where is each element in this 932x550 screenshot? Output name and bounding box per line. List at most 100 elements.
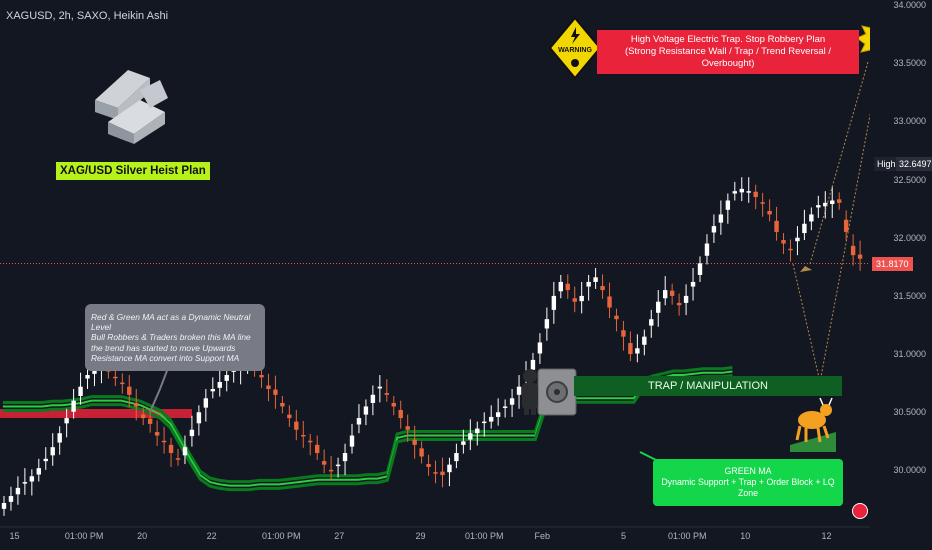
green-ma-line <box>2 374 733 492</box>
candle <box>495 398 501 426</box>
candle <box>579 281 584 314</box>
candle <box>273 375 278 409</box>
candle <box>704 234 710 265</box>
candle <box>280 395 285 414</box>
us-flag-icon[interactable] <box>852 503 868 519</box>
candle <box>725 193 731 224</box>
green-ma-line: Dynamic Support + Trap + Order Block + L… <box>661 477 835 498</box>
price-tick-label: 34.0000 <box>893 0 926 10</box>
candle <box>850 234 856 266</box>
candle <box>287 405 292 427</box>
candle <box>781 233 786 255</box>
resistance-note-line: High Voltage Electric Trap. Stop Robbery… <box>630 34 826 45</box>
projection-path-2 <box>809 61 869 265</box>
price-tick-label: 30.5000 <box>893 407 926 418</box>
candle <box>454 443 459 469</box>
candle <box>551 281 557 324</box>
candle <box>760 192 765 217</box>
candle <box>509 389 515 417</box>
candle <box>405 414 410 442</box>
time-tick-label: 10 <box>740 531 751 541</box>
candle <box>57 426 62 455</box>
candle <box>147 409 153 433</box>
candle <box>746 177 751 203</box>
candle <box>816 195 821 218</box>
candle <box>558 274 563 299</box>
candle <box>22 468 28 495</box>
candle <box>161 426 167 454</box>
candle <box>36 458 41 482</box>
candle <box>440 457 445 488</box>
candle <box>78 372 83 405</box>
candle <box>802 209 807 241</box>
candle <box>447 457 452 487</box>
candle <box>210 377 215 399</box>
candle <box>154 420 160 447</box>
candle <box>516 375 522 409</box>
time-tick-label: 20 <box>137 531 148 541</box>
candle <box>628 331 633 362</box>
time-tick-label: 01:00 PM <box>465 531 504 541</box>
candle <box>683 284 689 316</box>
time-tick-label: 5 <box>620 531 627 541</box>
heist-plan-label: XAG/USD Silver Heist Plan <box>56 162 210 180</box>
candle <box>753 184 758 210</box>
green-ma-line: GREEN MA <box>724 466 772 476</box>
candle <box>468 419 473 451</box>
candle <box>321 449 327 474</box>
green-note-pointer <box>639 451 657 461</box>
candle <box>328 455 334 481</box>
candle <box>461 429 466 454</box>
candle <box>294 409 299 441</box>
candle <box>732 181 737 201</box>
candle <box>593 267 598 289</box>
candle <box>711 214 717 243</box>
candle <box>168 437 174 467</box>
candle <box>433 460 438 484</box>
candle <box>607 282 612 319</box>
candle <box>537 333 543 364</box>
candle <box>419 441 424 464</box>
candle <box>788 239 793 262</box>
candle <box>843 210 849 241</box>
candle <box>635 334 640 363</box>
warning-sign-icon: WARNING <box>548 16 602 80</box>
candle <box>342 443 348 476</box>
candle <box>8 486 14 511</box>
price-tick-label: 33.0000 <box>893 116 926 127</box>
price-axis[interactable]: 34.0000 33.5000 33.0000 32.5000 32.0000 31.50… <box>870 0 932 550</box>
candle <box>830 186 835 218</box>
candle <box>266 373 271 402</box>
last-price-tag: 31.8170 <box>872 257 913 271</box>
ma-note-line: Red & Green MA act as a Dynamic Neutral … <box>91 312 251 333</box>
candle <box>71 389 76 419</box>
candle <box>15 476 21 505</box>
candle <box>572 286 577 313</box>
candle <box>1 496 7 516</box>
candle <box>196 405 202 436</box>
projection-path-1 <box>792 61 881 383</box>
warning-text: WARNING <box>558 47 592 54</box>
candle <box>600 274 605 299</box>
candle <box>586 274 591 301</box>
candle <box>475 421 480 446</box>
red-ma-band <box>0 409 192 418</box>
price-tick-label: 32.0000 <box>893 232 926 243</box>
candle <box>50 433 55 466</box>
candle <box>614 308 619 332</box>
candle <box>718 200 724 235</box>
ma-note-line: Bull Robbers & Traders broken this MA li… <box>91 332 251 343</box>
candle <box>739 177 744 202</box>
symbol-title: XAGUSD, 2h, SAXO, Heikin Ashi <box>6 10 169 22</box>
candle <box>767 199 772 222</box>
candle <box>663 276 668 306</box>
candle <box>412 425 417 459</box>
projection-arrow-mid <box>800 266 812 272</box>
ma-note-line: Resistance MA convert into Support MA <box>91 352 240 363</box>
candle <box>141 407 146 426</box>
candle <box>224 368 229 392</box>
candle <box>301 421 306 448</box>
candle <box>175 448 181 466</box>
candle <box>363 399 369 426</box>
